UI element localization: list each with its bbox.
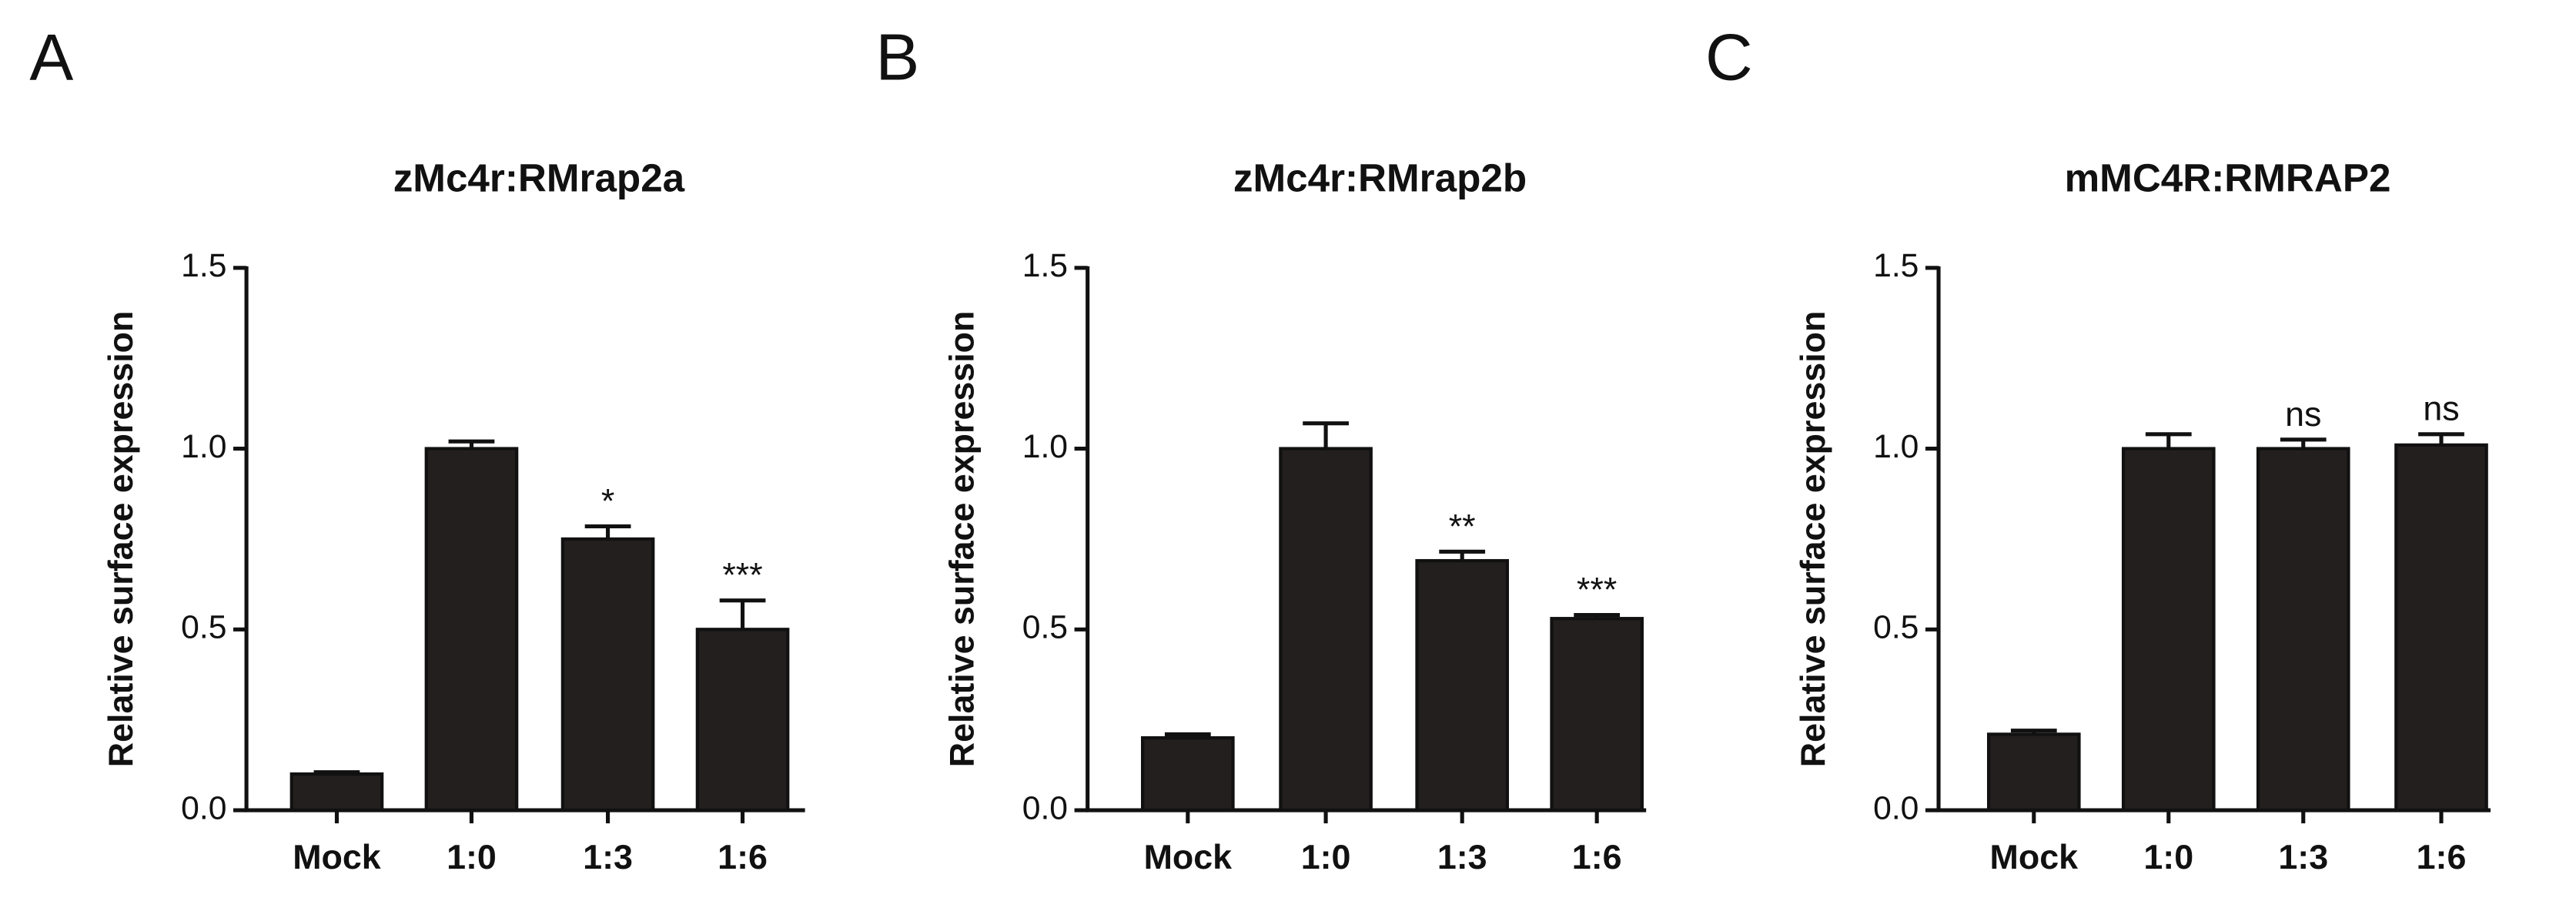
panel-letter: C xyxy=(1705,22,1753,95)
chart-title: zMc4r:RMrap2b xyxy=(1233,156,1527,199)
y-tick-label: 1.0 xyxy=(181,428,226,465)
y-tick-label: 0.0 xyxy=(1873,789,1919,826)
x-tick-label: 1:6 xyxy=(1572,838,1622,876)
bar xyxy=(2256,447,2350,812)
panel-letter: B xyxy=(875,22,919,95)
x-tick-label: 1:0 xyxy=(2143,838,2193,876)
bar xyxy=(424,447,519,812)
significance-label: ** xyxy=(1449,507,1476,545)
bar xyxy=(1279,447,1373,812)
y-axis-label: Relative surface expression xyxy=(942,311,981,768)
y-tick-label: 0.5 xyxy=(181,609,226,646)
y-tick-label: 1.0 xyxy=(1022,428,1068,465)
x-tick-label: Mock xyxy=(1144,838,1233,876)
bar xyxy=(2394,443,2488,812)
y-tick-label: 0.0 xyxy=(1022,789,1068,826)
y-tick-label: 1.0 xyxy=(1873,428,1919,465)
x-tick-label: 1:3 xyxy=(583,838,633,876)
chart-title: mMC4R:RMRAP2 xyxy=(2065,156,2391,199)
y-tick-label: 0.5 xyxy=(1022,609,1068,646)
x-tick-label: Mock xyxy=(1990,838,2079,876)
y-tick-label: 0.0 xyxy=(181,789,226,826)
x-tick-label: 1:6 xyxy=(2417,838,2467,876)
bar xyxy=(1141,735,1235,812)
x-tick-label: 1:3 xyxy=(1437,838,1487,876)
bar xyxy=(560,537,655,812)
y-axis-label: Relative surface expression xyxy=(102,311,140,768)
significance-label: * xyxy=(601,481,614,520)
y-tick-label: 1.5 xyxy=(1873,247,1919,284)
y-tick-label: 1.5 xyxy=(1022,247,1068,284)
significance-label: ns xyxy=(2423,390,2459,428)
bar xyxy=(695,628,790,812)
bar xyxy=(1986,732,2081,812)
significance-label: ns xyxy=(2285,395,2321,434)
bar xyxy=(1550,617,1644,812)
x-tick-label: 1:0 xyxy=(1301,838,1351,876)
bar xyxy=(1415,558,1510,812)
x-tick-label: 1:0 xyxy=(447,838,497,876)
significance-label: *** xyxy=(1577,570,1617,608)
y-tick-label: 1.5 xyxy=(181,247,226,284)
chart-title: zMc4r:RMrap2a xyxy=(393,156,685,199)
x-tick-label: Mock xyxy=(293,838,381,876)
significance-label: *** xyxy=(722,556,762,595)
bar xyxy=(2121,447,2216,812)
x-tick-label: 1:6 xyxy=(718,838,768,876)
y-axis-label: Relative surface expression xyxy=(1794,311,1832,768)
x-tick-label: 1:3 xyxy=(2278,838,2328,876)
bar xyxy=(289,772,384,812)
panel-letter: A xyxy=(29,22,73,95)
y-tick-label: 0.5 xyxy=(1873,609,1919,646)
